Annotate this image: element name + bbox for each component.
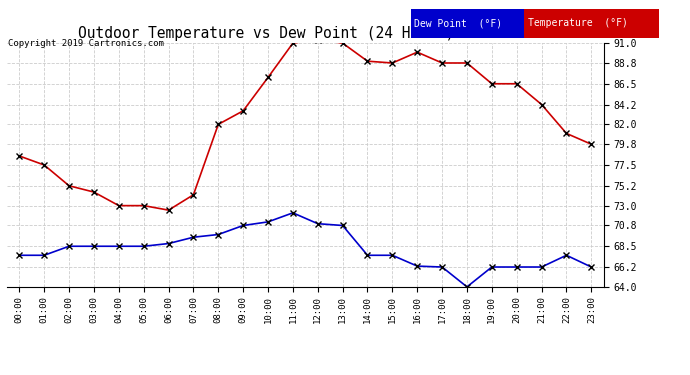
Text: Temperature  (°F): Temperature (°F): [528, 18, 628, 28]
Title: Outdoor Temperature vs Dew Point (24 Hours) 20190728: Outdoor Temperature vs Dew Point (24 Hou…: [78, 26, 533, 40]
Text: Copyright 2019 Cartronics.com: Copyright 2019 Cartronics.com: [8, 39, 164, 48]
Text: Dew Point  (°F): Dew Point (°F): [414, 18, 502, 28]
